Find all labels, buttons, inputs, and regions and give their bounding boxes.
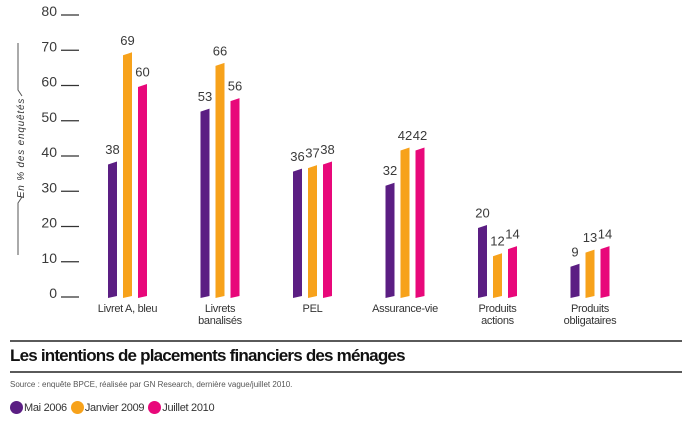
bar [293, 168, 302, 298]
legend-swatch [148, 401, 162, 414]
bar [215, 62, 225, 298]
chart-source: Source : enquête BPCE, réalisée par GN R… [10, 380, 293, 389]
bar [585, 249, 595, 298]
legend-label: Juillet 2010 [162, 401, 215, 414]
bar-value-label: 69 [120, 33, 134, 48]
y-tick-label: 50 [41, 109, 57, 125]
legend: Mai 2006 Janvier 2009 Juillet 2010 [10, 401, 218, 414]
bar-value-label: 37 [305, 146, 319, 161]
bar [230, 98, 240, 298]
y-tick-label: 30 [41, 179, 57, 195]
category-label: Assurance-vie [372, 303, 438, 315]
category-label-line: obligataires [564, 315, 617, 327]
bar [478, 225, 487, 298]
category-label-line: Assurance-vie [372, 303, 438, 315]
bar-value-label: 13 [583, 230, 597, 245]
category-labels: Livret A, bleu Livrets banalisés PEL Assuran… [98, 303, 618, 327]
title-rule-bottom [10, 371, 682, 373]
bar [108, 161, 117, 298]
y-tick-label: 60 [41, 74, 57, 90]
bar [415, 147, 425, 298]
bar-value-label: 56 [228, 79, 242, 94]
bar-value-label: 38 [105, 142, 119, 157]
bar-value-label: 36 [290, 149, 304, 164]
y-tick-label: 10 [41, 250, 57, 266]
category-label: Livret A, bleu [98, 303, 158, 315]
legend-label: Janvier 2009 [84, 401, 145, 414]
bar-value-label: 38 [320, 142, 334, 157]
bar-value-label: 42 [413, 128, 427, 143]
y-tick-label: 40 [41, 144, 57, 160]
category-label-line: Livrets [205, 303, 236, 315]
bar [138, 84, 147, 298]
bar [400, 147, 410, 298]
bar [123, 52, 132, 299]
bar [570, 263, 580, 298]
y-tick-label: 0 [49, 285, 57, 301]
category-label-line: Livret A, bleu [98, 303, 158, 315]
legend-item-juillet-2010: Juillet 2010 [148, 401, 215, 414]
legend-item-janvier-2009: Janvier 2009 [70, 401, 145, 414]
y-label-bracket-top [17, 43, 23, 97]
bar [508, 246, 517, 298]
category-label: Produits actions [479, 303, 518, 327]
bar-value-label: 66 [213, 43, 227, 58]
y-tick-label: 80 [41, 3, 57, 19]
legend-swatch [10, 401, 23, 414]
category-label-line: Produits [479, 303, 518, 315]
legend-item-mai-2006: Mai 2006 [10, 401, 67, 414]
y-axis-label: En % des enquêtés [16, 98, 27, 198]
bar [308, 165, 317, 298]
bar [600, 246, 610, 298]
bar [323, 161, 332, 298]
chart-title: Les intentions de placements financiers … [10, 346, 406, 365]
y-axis-label-group: En % des enquêtés [16, 43, 27, 255]
bar [200, 108, 210, 298]
category-label-line: banalisés [198, 315, 243, 327]
category-label: Livrets banalisés [198, 303, 243, 327]
bars [108, 52, 610, 299]
bar-value-label: 14 [505, 227, 519, 242]
bar-value-label: 60 [135, 65, 149, 80]
y-label-bracket-bottom [17, 196, 23, 255]
y-axis: 0 10 20 30 40 50 60 70 80 [41, 3, 79, 301]
bar-value-label: 9 [571, 244, 578, 259]
bar-chart: 0 10 20 30 40 50 60 70 80 En % des enquêtés 38 69… [16, 3, 618, 327]
title-rule-top [10, 340, 682, 342]
legend-swatch [70, 401, 84, 414]
category-label-line: PEL [303, 303, 323, 315]
y-tick-label: 70 [41, 38, 57, 54]
bar-value-label: 42 [398, 128, 412, 143]
category-label-line: Produits [571, 303, 610, 315]
bar [385, 182, 395, 298]
category-label: Produits obligataires [564, 303, 617, 327]
category-label-line: actions [481, 315, 515, 327]
y-tick-label: 20 [41, 215, 57, 231]
bar-value-label: 12 [490, 234, 504, 249]
bar-value-label: 32 [383, 163, 397, 178]
category-label: PEL [303, 303, 323, 315]
bar-value-label: 20 [475, 206, 489, 221]
bar [493, 253, 502, 298]
bar-value-label: 14 [598, 227, 612, 242]
legend-label: Mai 2006 [24, 401, 67, 414]
bar-value-label: 53 [198, 89, 212, 104]
